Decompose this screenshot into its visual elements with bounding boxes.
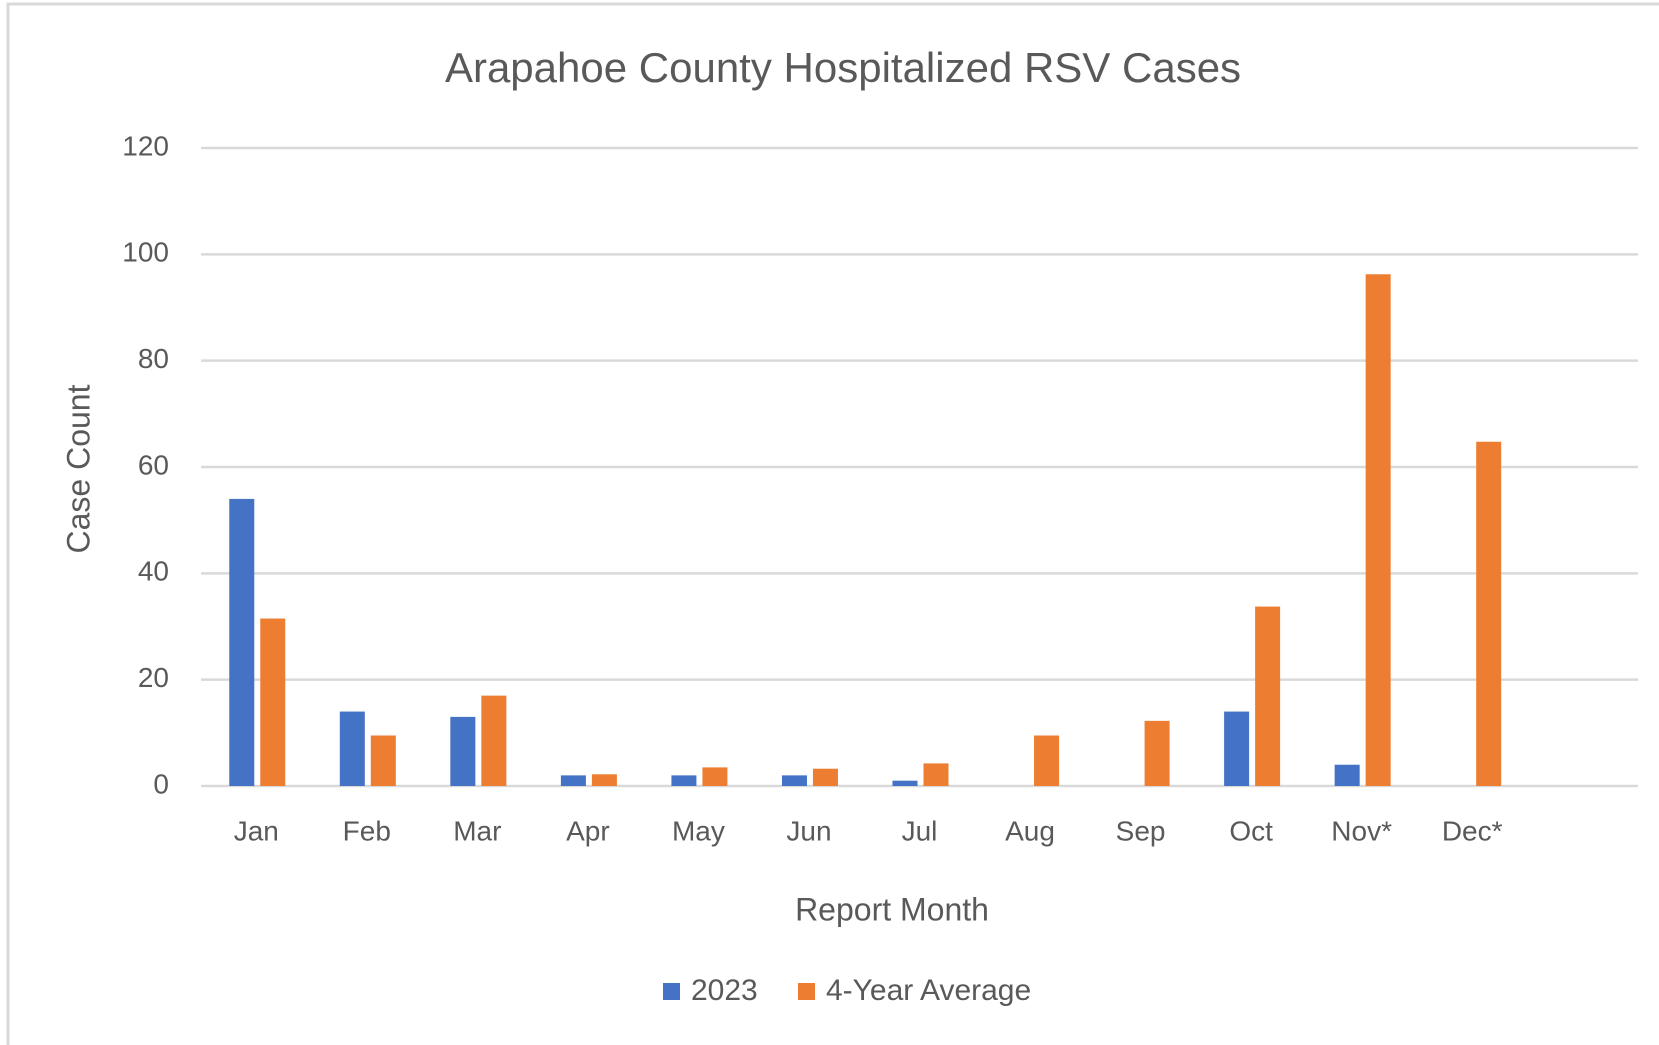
x-tick-label: Aug (1005, 815, 1055, 846)
bar (560, 775, 586, 786)
legend-label: 4-Year Average (826, 974, 1031, 1007)
bar (892, 780, 918, 786)
bar (702, 767, 728, 786)
bar (370, 735, 396, 786)
x-tick-label: Jul (902, 815, 938, 846)
x-tick-label: Oct (1229, 815, 1273, 846)
y-tick-label: 0 (153, 768, 169, 799)
x-tick-label: Feb (343, 815, 391, 846)
bar (1365, 274, 1391, 786)
x-tick-label: Sep (1116, 815, 1166, 846)
y-tick-label: 80 (138, 343, 169, 374)
legend-swatch (663, 983, 680, 1000)
bar (591, 774, 617, 786)
x-tick-label: May (672, 815, 725, 846)
legend-swatch (798, 983, 815, 1000)
x-tick-label: Nov* (1331, 815, 1392, 846)
bar (1334, 764, 1360, 786)
y-tick-label: 100 (122, 237, 169, 268)
bar (260, 618, 286, 786)
bar (481, 695, 507, 786)
y-tick-label: 120 (122, 130, 169, 161)
x-axis-title: Report Month (795, 891, 989, 927)
x-tick-label: Jun (786, 815, 831, 846)
chart-title: Arapahoe County Hospitalized RSV Cases (445, 44, 1241, 91)
chart-border (6, 2, 1659, 1045)
x-tick-label: Dec* (1442, 815, 1503, 846)
bar (339, 711, 365, 786)
bar (229, 498, 255, 786)
bar (1476, 441, 1502, 786)
bar (812, 768, 838, 786)
y-tick-label: 20 (138, 662, 169, 693)
y-tick-label: 60 (138, 449, 169, 480)
y-axis-title: Case Count (60, 384, 96, 553)
bar (450, 716, 476, 786)
bar (1224, 711, 1250, 786)
bar (1255, 606, 1281, 786)
x-tick-label: Apr (566, 815, 610, 846)
legend-label: 2023 (691, 974, 758, 1007)
bar (1144, 720, 1170, 786)
x-tick-label: Jan (234, 815, 279, 846)
bar (781, 775, 807, 786)
bar (923, 763, 949, 786)
y-tick-label: 40 (138, 556, 169, 587)
x-tick-label: Mar (453, 815, 501, 846)
bar (671, 775, 697, 786)
bar (1034, 735, 1060, 786)
